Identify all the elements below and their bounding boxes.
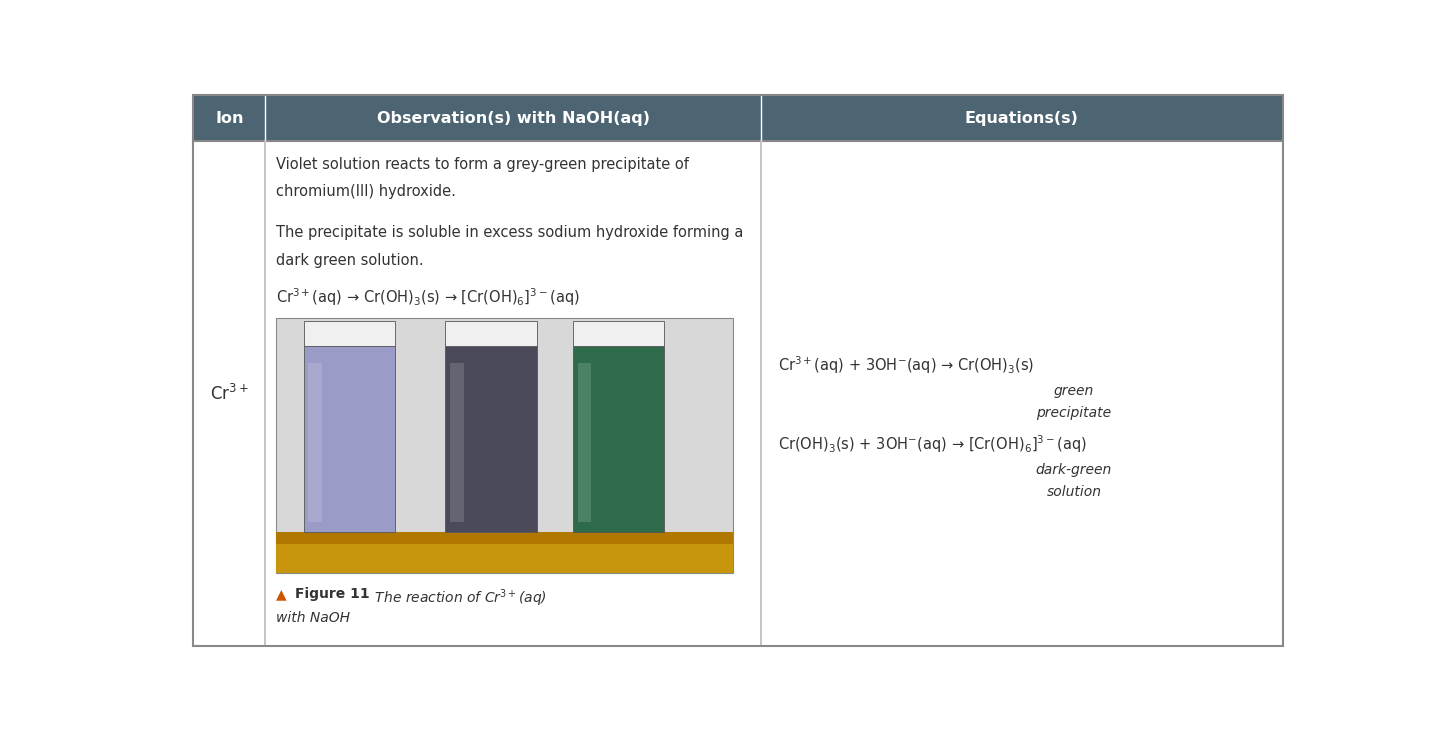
Text: Cr$^{3+}$: Cr$^{3+}$ [210, 384, 249, 404]
Text: with NaOH: with NaOH [276, 611, 350, 625]
Text: Violet solution reacts to form a grey-green precipitate of: Violet solution reacts to form a grey-gr… [276, 157, 690, 172]
Text: precipitate: precipitate [1037, 407, 1112, 421]
Bar [445, 321, 537, 346]
Text: The precipitate is soluble in excess sodium hydroxide forming a: The precipitate is soluble in excess sod… [276, 225, 744, 241]
Bar [308, 363, 323, 522]
Text: Equations(s): Equations(s) [965, 111, 1079, 126]
Bar [573, 346, 664, 532]
Text: ▲: ▲ [276, 587, 287, 601]
Text: chromium(III) hydroxide.: chromium(III) hydroxide. [276, 184, 456, 199]
Text: Cr(OH)$_{3}$(s) + 3OH$^{-}$(aq) → [Cr(OH)$_{6}$]$^{3-}$(aq): Cr(OH)$_{3}$(s) + 3OH$^{-}$(aq) → [Cr(OH… [778, 433, 1086, 455]
Bar [304, 346, 395, 532]
Bar [445, 346, 537, 532]
Text: Cr$^{3+}$(aq) → Cr(OH)$_{3}$(s) → [Cr(OH)$_{6}$]$^{3-}$(aq): Cr$^{3+}$(aq) → Cr(OH)$_{3}$(s) → [Cr(OH… [276, 287, 580, 308]
Bar [276, 532, 733, 545]
Text: Cr$^{3+}$(aq) + 3OH$^{-}$(aq) → Cr(OH)$_{3}$(s): Cr$^{3+}$(aq) + 3OH$^{-}$(aq) → Cr(OH)$_… [778, 355, 1034, 376]
Text: solution: solution [1047, 485, 1102, 499]
Bar [577, 363, 592, 522]
Text: green: green [1054, 384, 1094, 398]
Text: Observation(s) with NaOH(aq): Observation(s) with NaOH(aq) [377, 111, 649, 126]
Bar [193, 141, 1283, 647]
Bar [304, 321, 395, 346]
Text: dark green solution.: dark green solution. [276, 252, 423, 268]
Bar [276, 532, 733, 573]
Bar [449, 363, 464, 522]
Text: Ion: Ion [215, 111, 243, 126]
Text: The reaction of Cr$^{3+}$(aq): The reaction of Cr$^{3+}$(aq) [366, 587, 547, 608]
Bar [193, 95, 1283, 141]
Text: Figure 11: Figure 11 [295, 587, 370, 601]
Text: dark-green: dark-green [1035, 463, 1112, 477]
Bar [573, 321, 664, 346]
Bar [276, 318, 733, 573]
